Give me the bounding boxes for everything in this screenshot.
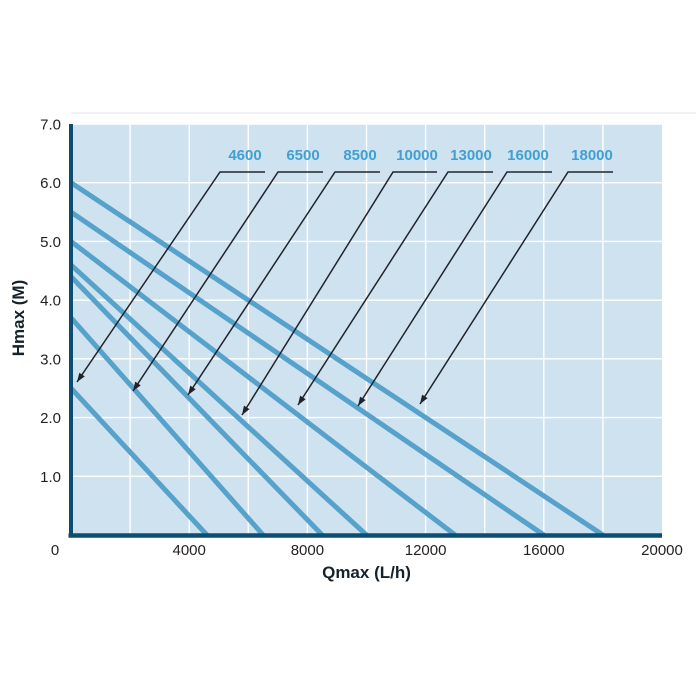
arrowhead-icon — [188, 385, 196, 395]
series-label-4600: 4600 — [228, 147, 261, 164]
y-tick-label: 5.0 — [40, 234, 61, 251]
curve-6500 — [69, 316, 265, 537]
x-tick-label: 20000 — [641, 542, 683, 559]
leader-line-16000 — [357, 171, 552, 407]
x-tick-label: 4000 — [173, 542, 206, 559]
x-tick-label: 16000 — [523, 542, 565, 559]
x-tick-label: 12000 — [405, 542, 447, 559]
series-label-18000: 18000 — [571, 147, 613, 164]
series-label-13000: 13000 — [450, 147, 492, 164]
arrowhead-icon — [77, 372, 85, 382]
curve-10000 — [69, 263, 369, 537]
arrowhead-icon — [298, 395, 306, 405]
curve-16000 — [69, 210, 546, 538]
x-tick-label: 0 — [51, 542, 59, 559]
series-label-6500: 6500 — [286, 147, 319, 164]
arrowhead-icon — [242, 405, 250, 415]
y-tick-label: 1.0 — [40, 469, 61, 486]
leader-line-6500 — [132, 171, 323, 392]
series-label-10000: 10000 — [396, 147, 438, 164]
arrowhead-icon — [420, 394, 428, 404]
leader-line-4600 — [76, 171, 265, 383]
y-tick-label: 4.0 — [40, 293, 61, 310]
leader-line-8500 — [187, 171, 380, 396]
series-label-16000: 16000 — [507, 147, 549, 164]
curve-18000 — [69, 180, 605, 538]
leader-line-13000 — [297, 171, 493, 406]
y-tick-label: 7.0 — [40, 117, 61, 134]
arrowhead-icon — [358, 396, 366, 406]
curve-8500 — [69, 274, 324, 537]
y-tick-label: 3.0 — [40, 351, 61, 368]
x-tick-label: 8000 — [291, 542, 324, 559]
x-axis-title: Qmax (L/h) — [322, 563, 411, 582]
y-tick-label: 2.0 — [40, 410, 61, 427]
curve-13000 — [69, 239, 457, 537]
leader-line-18000 — [419, 171, 613, 405]
y-tick-label: 6.0 — [40, 175, 61, 192]
series-label-8500: 8500 — [343, 147, 376, 164]
leader-line-10000 — [241, 171, 437, 416]
curve-4600 — [69, 386, 209, 537]
y-axis-title: Hmax (M) — [9, 280, 28, 357]
arrowhead-icon — [133, 381, 141, 391]
